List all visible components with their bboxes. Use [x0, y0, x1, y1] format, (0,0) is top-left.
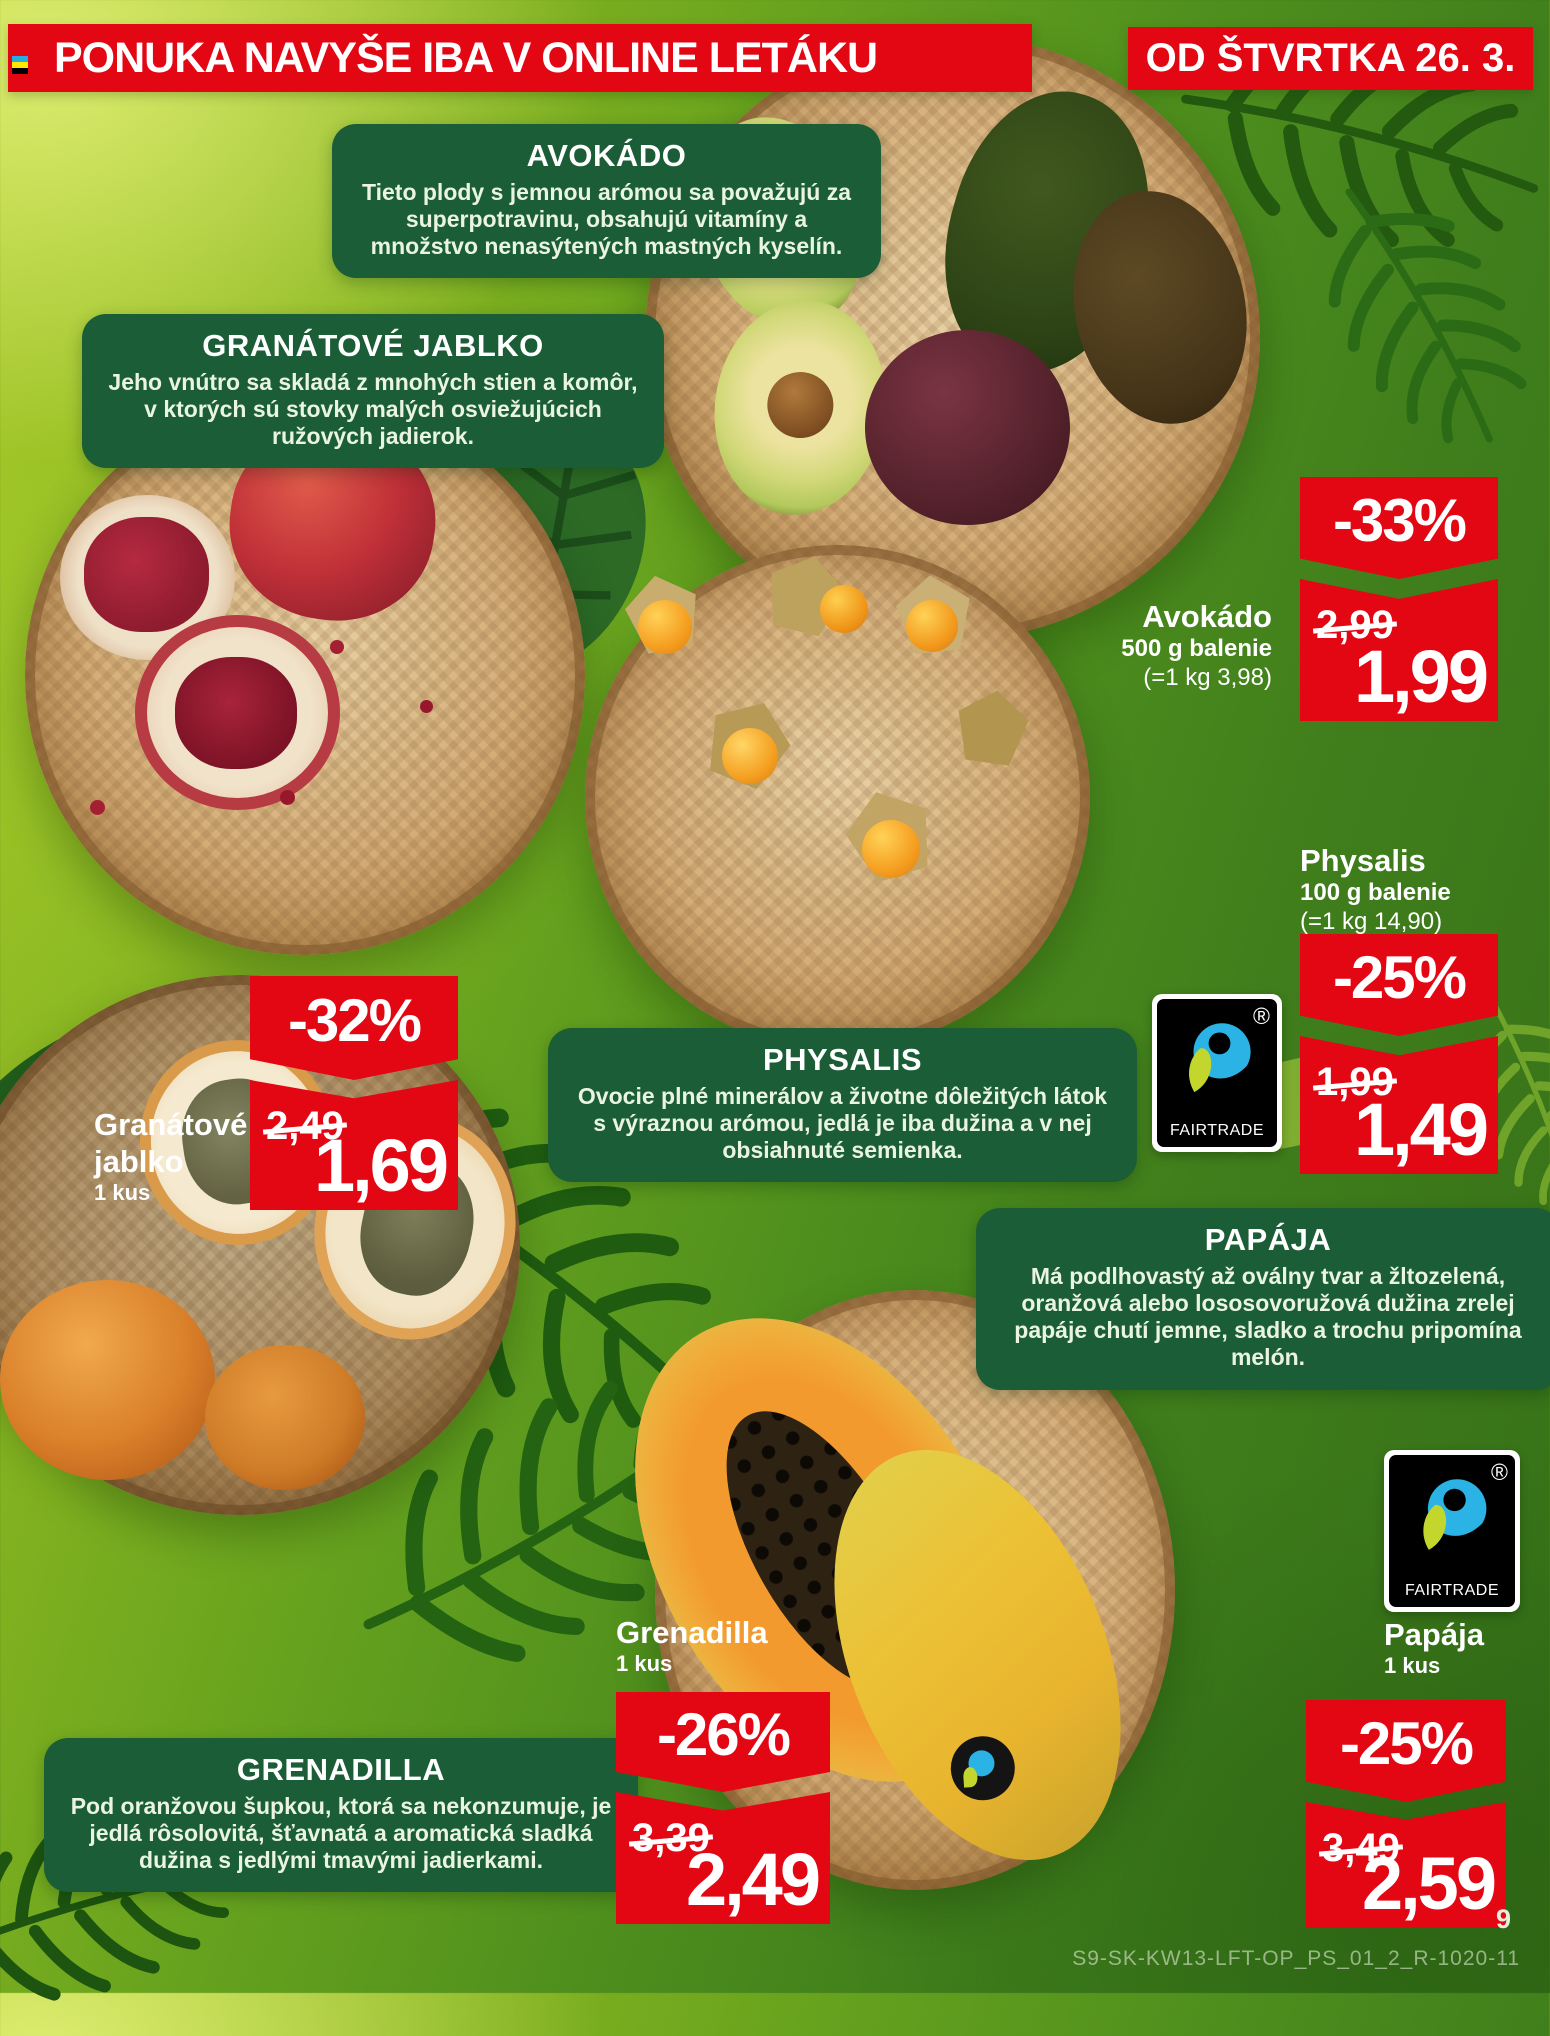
- info-box-title: PHYSALIS: [762, 1042, 923, 1077]
- fairtrade-mark-icon: [1189, 1023, 1251, 1093]
- product-unit: 100 g balenie: [1300, 879, 1451, 907]
- fairtrade-mark-icon: [1423, 1479, 1487, 1550]
- fairtrade-logo: ® FAIRTRADE: [1384, 1450, 1520, 1612]
- product-unit-price: (=1 kg 3,98): [1143, 663, 1272, 691]
- registered-trademark-icon: ®: [1491, 1459, 1508, 1485]
- product-name: Papája: [1384, 1617, 1484, 1652]
- physalis-berry-photo: [638, 600, 692, 654]
- info-box-avokado: AVOKÁDO Tieto plody s jemnou arómou sa p…: [332, 124, 881, 279]
- pomegranate-seeds: [84, 517, 209, 632]
- promo-banner: PONUKA NAVYŠE IBA V ONLINE LETÁKU: [8, 24, 1032, 92]
- price-badge-grenadilla: -26% 3,39 2,49: [616, 1692, 830, 1924]
- page-number: 9: [1496, 1904, 1512, 1934]
- pomegranate-seed: [420, 700, 433, 713]
- old-price: 2,49: [266, 1104, 344, 1148]
- discount-value: -32%: [250, 976, 458, 1080]
- product-label-grenadilla: Grenadilla 1 kus: [616, 1614, 836, 1678]
- info-box-title: GRANÁTOVÉ JABLKO: [202, 328, 544, 363]
- product-label-granatove-jablko: Granátové jablko 1 kus: [94, 1106, 334, 1207]
- product-unit: 1 kus: [94, 1180, 151, 1206]
- discount-value: -33%: [1300, 477, 1498, 579]
- price-badge-papaja: -25% 3,49 2,59: [1306, 1700, 1506, 1928]
- info-box-text: Pod oranžovou šupkou, ktorá sa nekonzumu…: [70, 1793, 612, 1874]
- product-unit: 500 g balenie: [1121, 635, 1272, 663]
- print-code: S9-SK-KW13-LFT-OP_PS_01_2_R-1020-11: [1072, 1947, 1520, 1970]
- grenadilla-whole-photo: [0, 1280, 215, 1480]
- old-price: 1,99: [1316, 1060, 1394, 1104]
- physalis-berry-photo: [820, 585, 868, 633]
- info-box-text: Jeho vnútro sa skladá z mnohých stien a …: [108, 369, 638, 450]
- promo-banner-text: PONUKA NAVYŠE IBA V ONLINE LETÁKU: [54, 33, 878, 82]
- date-banner-text: OD ŠTVRTKA 26. 3.: [1145, 36, 1516, 80]
- price-badge-physalis: -25% 1,99 1,49: [1300, 934, 1498, 1174]
- grenadilla-whole-photo: [205, 1345, 365, 1490]
- fairtrade-sticker: [948, 1734, 1017, 1803]
- discount-value: -25%: [1300, 934, 1498, 1036]
- pomegranate-seeds: [175, 657, 297, 769]
- price-block: 3,39 2,49: [616, 1792, 830, 1924]
- product-name: Avokádo: [1142, 599, 1272, 634]
- info-box-grenadilla: GRENADILLA Pod oranžovou šupkou, ktorá s…: [44, 1738, 638, 1893]
- discount-value: -25%: [1306, 1700, 1506, 1802]
- old-price: 3,39: [632, 1816, 710, 1860]
- price-block: 2,99 1,99: [1300, 579, 1498, 721]
- info-box-title: PAPÁJA: [1204, 1222, 1332, 1257]
- avocado-pit: [763, 367, 838, 443]
- price-block: 2,49 1,69: [250, 1080, 458, 1210]
- date-banner: OD ŠTVRTKA 26. 3.: [1128, 27, 1533, 90]
- pomegranate-seed: [330, 640, 344, 654]
- print-registration-mark: [12, 56, 28, 74]
- info-box-text: Má podlhovastý až oválny tvar a žltozele…: [1014, 1263, 1522, 1371]
- fairtrade-logo: ® FAIRTRADE: [1152, 994, 1282, 1152]
- product-name: Granátové: [94, 1107, 248, 1142]
- new-price: 1,49: [1353, 1088, 1489, 1171]
- product-unit: 1 kus: [616, 1651, 673, 1677]
- price-badge-granatove-jablko: -32% 2,49 1,69: [250, 976, 458, 1210]
- price-badge-avokado: -33% 2,99 1,99: [1300, 477, 1498, 721]
- pomegranate-half-photo: [135, 615, 340, 810]
- product-name: Grenadilla: [616, 1615, 768, 1650]
- new-price: 2,59: [1361, 1842, 1497, 1925]
- discount-value: -26%: [616, 1692, 830, 1792]
- info-box-title: AVOKÁDO: [526, 138, 687, 173]
- info-box-text: Ovocie plné minerálov a životne dôležitý…: [577, 1083, 1108, 1164]
- old-price: 2,99: [1316, 603, 1394, 647]
- pomegranate-seed: [90, 800, 105, 815]
- avocado-dark-photo: [865, 330, 1070, 525]
- fairtrade-label: FAIRTRADE: [1170, 1122, 1264, 1139]
- info-box-title: GRENADILLA: [236, 1752, 446, 1787]
- flyer-page: { "header": { "promo": "PONUKA NAVYŠE IB…: [0, 0, 1550, 1993]
- physalis-berry-photo: [906, 600, 958, 652]
- physalis-berry-photo: [862, 820, 920, 878]
- product-label-papaja: Papája 1 kus: [1384, 1616, 1544, 1680]
- info-box-text: Tieto plody s jemnou arómou sa považujú …: [361, 179, 852, 260]
- price-block: 3,49 2,59: [1306, 1802, 1506, 1928]
- info-box-physalis: PHYSALIS Ovocie plné minerálov a životne…: [548, 1028, 1137, 1183]
- info-box-granatove-jablko: GRANÁTOVÉ JABLKO Jeho vnútro sa skladá z…: [82, 314, 664, 469]
- old-price: 3,49: [1322, 1826, 1400, 1870]
- new-price: 1,99: [1353, 635, 1489, 718]
- new-price: 2,49: [685, 1838, 821, 1921]
- info-box-papaja: PAPÁJA Má podlhovastý až oválny tvar a ž…: [976, 1208, 1550, 1390]
- product-unit: 1 kus: [1384, 1653, 1441, 1679]
- product-name-line2: jablko: [94, 1144, 184, 1180]
- product-name: Physalis: [1300, 843, 1426, 878]
- product-label-avokado: Avokádo 500 g balenie (=1 kg 3,98): [1012, 598, 1272, 693]
- fairtrade-label: FAIRTRADE: [1405, 1582, 1499, 1599]
- physalis-berry-photo: [722, 728, 778, 784]
- new-price: 1,69: [313, 1124, 449, 1207]
- pomegranate-seed: [280, 790, 295, 805]
- product-unit-price: (=1 kg 14,90): [1300, 907, 1443, 935]
- product-label-physalis: Physalis 100 g balenie (=1 kg 14,90): [1300, 842, 1550, 937]
- price-block: 1,99 1,49: [1300, 1036, 1498, 1174]
- registered-trademark-icon: ®: [1253, 1003, 1270, 1029]
